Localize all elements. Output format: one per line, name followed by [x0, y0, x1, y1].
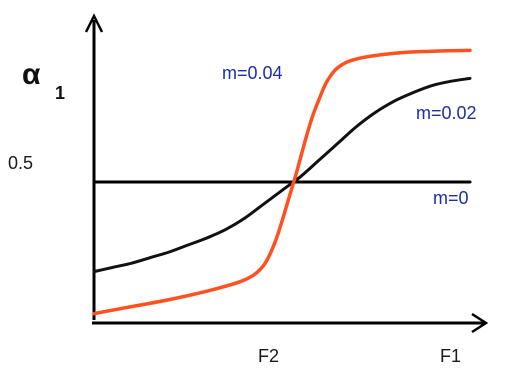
series-line-m004: [92, 48, 472, 316]
y-axis-arrow: [84, 13, 104, 33]
x-tick-label-f1: F1: [440, 346, 461, 366]
y-axis-label: α: [22, 58, 41, 91]
series-label-m004: m=0.04: [222, 63, 283, 83]
series-layer: [92, 48, 472, 316]
series-line-m002: [92, 76, 472, 274]
axes: [84, 13, 489, 334]
y-axis-label-subscript: 1: [55, 83, 65, 103]
y-tick-label-0.5: 0.5: [8, 153, 33, 173]
series-label-m002: m=0.02: [416, 103, 477, 123]
series-label-m0: m=0: [433, 188, 469, 208]
x-axis-arrow: [471, 312, 489, 334]
x-tick-label-f2: F2: [258, 346, 279, 366]
